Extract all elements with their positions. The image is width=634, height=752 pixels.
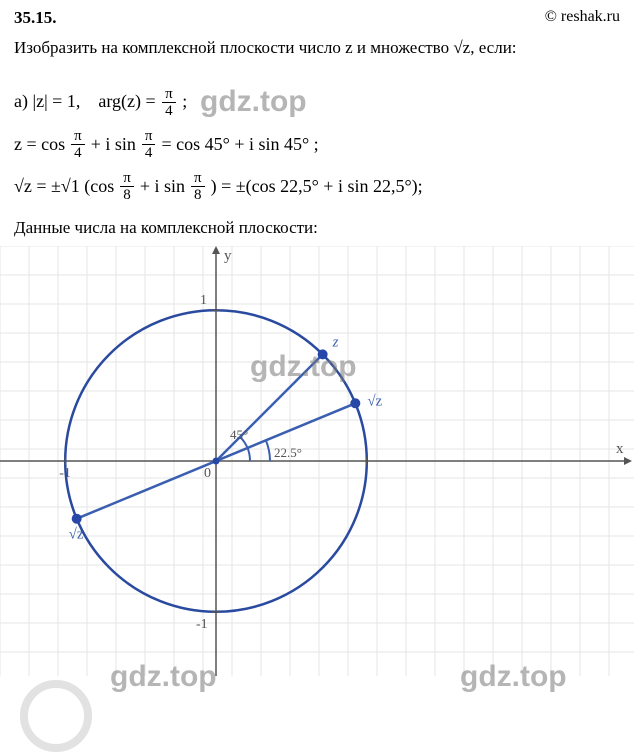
eq-text: √z = ±√1 (cos bbox=[14, 176, 114, 197]
part-a-prefix: а) |z| = 1, arg(z) = bbox=[14, 91, 160, 111]
svg-text:x: x bbox=[616, 441, 624, 457]
fraction-pi-8: π 8 bbox=[120, 170, 134, 204]
frac-den: 8 bbox=[191, 187, 205, 204]
part-a: а) |z| = 1, arg(z) = π 4 ; bbox=[0, 66, 634, 124]
part-a-suffix: ; bbox=[182, 91, 187, 111]
eq-text: ) = ±(cos 22,5° + i sin 22,5°); bbox=[211, 176, 423, 197]
svg-text:45°: 45° bbox=[230, 427, 248, 442]
svg-text:√z: √z bbox=[367, 393, 382, 409]
frac-num: π bbox=[71, 128, 85, 146]
frac-den: 4 bbox=[162, 103, 176, 120]
fraction-pi-4: π 4 bbox=[162, 86, 176, 120]
copyright: © reshak.ru bbox=[545, 8, 620, 28]
fraction-pi-4: π 4 bbox=[142, 128, 156, 162]
frac-den: 4 bbox=[71, 145, 85, 162]
frac-num: π bbox=[191, 170, 205, 188]
equation-z: z = cos π 4 + i sin π 4 = cos 45° + i si… bbox=[0, 124, 634, 166]
svg-text:√z: √z bbox=[69, 527, 84, 543]
svg-text:-1: -1 bbox=[196, 617, 208, 632]
frac-num: π bbox=[162, 86, 176, 104]
fraction-pi-8: π 8 bbox=[191, 170, 205, 204]
frac-num: π bbox=[142, 128, 156, 146]
svg-text:22.5°: 22.5° bbox=[274, 445, 302, 460]
equation-sqrtz: √z = ±√1 (cos π 8 + i sin π 8 ) = ±(cos … bbox=[0, 166, 634, 208]
complex-plane-chart: y x 0 1 -1 -1 z √z √z 45° 22.5° bbox=[0, 246, 634, 676]
svg-text:z: z bbox=[332, 334, 339, 350]
chart-svg: y x 0 1 -1 -1 z √z √z 45° 22.5° bbox=[0, 246, 634, 676]
eq-text: + i sin bbox=[140, 176, 185, 197]
problem-statement: Изобразить на комплексной плоскости числ… bbox=[0, 30, 634, 66]
frac-num: π bbox=[120, 170, 134, 188]
eq-text: + i sin bbox=[91, 134, 136, 155]
task-number: 35.15. bbox=[14, 8, 57, 28]
watermark-circle bbox=[20, 680, 92, 752]
svg-text:1: 1 bbox=[200, 293, 207, 308]
svg-text:0: 0 bbox=[204, 466, 211, 481]
frac-den: 4 bbox=[142, 145, 156, 162]
chart-caption: Данные числа на комплексной плоскости: bbox=[0, 208, 634, 242]
eq-text: z = cos bbox=[14, 134, 65, 155]
svg-text:-1: -1 bbox=[59, 466, 71, 481]
fraction-pi-4: π 4 bbox=[71, 128, 85, 162]
svg-text:y: y bbox=[224, 248, 232, 264]
frac-den: 8 bbox=[120, 187, 134, 204]
eq-text: = cos 45° + i sin 45° ; bbox=[161, 134, 318, 155]
